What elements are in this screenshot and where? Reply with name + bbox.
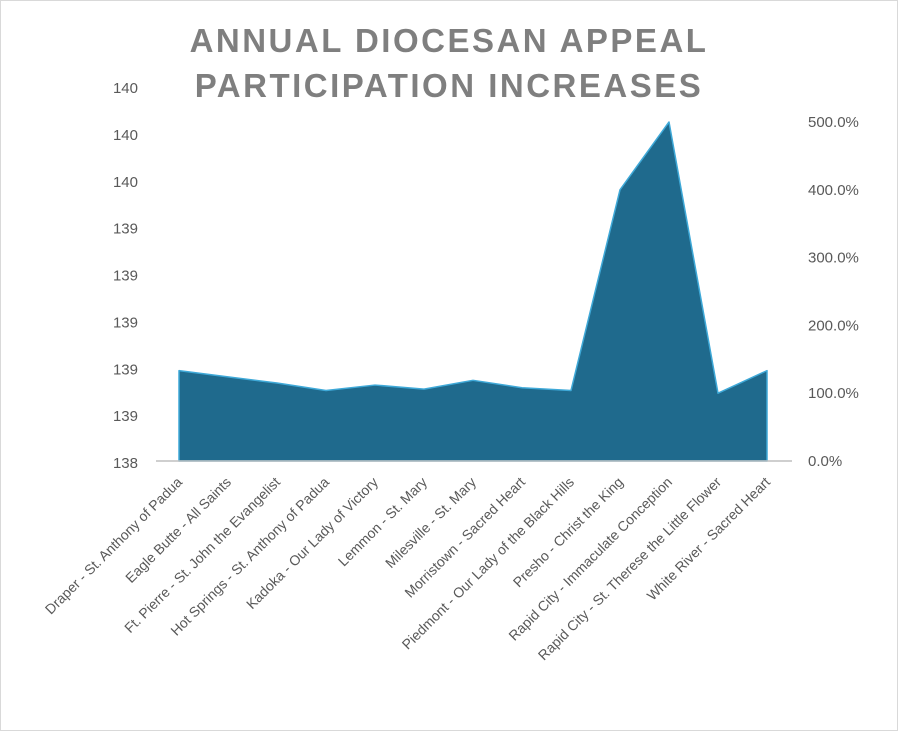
- left-axis-tick-label: 140: [113, 174, 138, 191]
- right-axis-tick-label: 500.0%: [808, 114, 859, 131]
- category-label: Lemmon - St. Mary: [335, 474, 430, 569]
- left-axis-tick-label: 139: [113, 408, 138, 425]
- right-axis-tick-label: 400.0%: [808, 182, 859, 199]
- left-axis-tick-label: 139: [113, 268, 138, 285]
- left-axis-tick-label: 139: [113, 361, 138, 378]
- right-axis-tick-label: 300.0%: [808, 250, 859, 267]
- category-label: Rapid City - St. Therese the Little Flow…: [535, 474, 725, 664]
- category-label: Milesville - St. Mary: [382, 474, 479, 571]
- chart-title-line-2: PARTICIPATION INCREASES: [195, 67, 704, 104]
- left-axis-tick-label: 139: [113, 314, 138, 331]
- left-axis-tick-label: 140: [113, 80, 138, 97]
- left-axis-tick-label: 140: [113, 127, 138, 144]
- right-axis-tick-label: 100.0%: [808, 385, 859, 402]
- chart-title-line-1: ANNUAL DIOCESAN APPEAL: [190, 22, 709, 59]
- right-axis-tick-label: 0.0%: [808, 453, 842, 470]
- left-axis-tick-label: 138: [113, 455, 138, 472]
- category-label: Piedmont - Our Lady of the Black Hills: [399, 474, 578, 653]
- right-axis-tick-label: 200.0%: [808, 317, 859, 334]
- left-axis-tick-label: 139: [113, 221, 138, 238]
- series-area: [178, 121, 768, 462]
